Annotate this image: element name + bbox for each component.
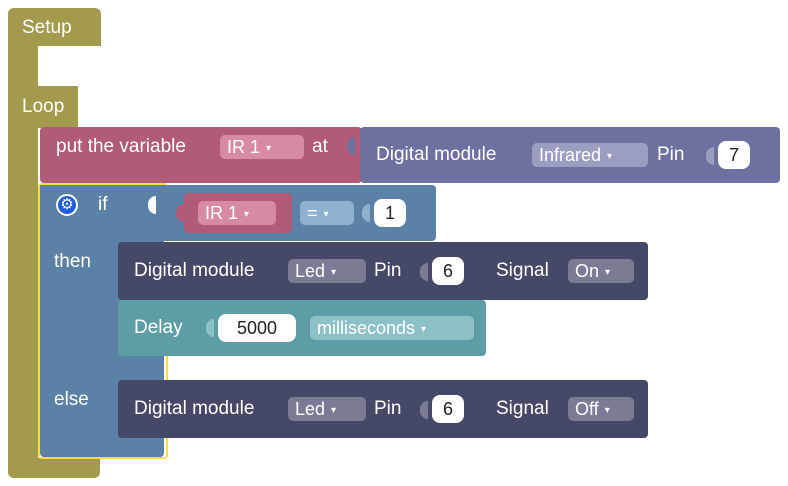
if-label: if xyxy=(98,194,108,215)
else-pin-label: Pin xyxy=(374,398,402,419)
then-pin-field[interactable]: 6 xyxy=(432,257,464,285)
set-variable-block[interactable]: put the variable IR 1 ▾ at xyxy=(40,127,362,183)
value-connector xyxy=(347,137,355,155)
digital-read-pin-label: Pin xyxy=(657,144,685,165)
condition-variable-dropdown[interactable]: IR 1 ▾ xyxy=(198,201,276,225)
delay-unit-dropdown[interactable]: milliseconds ▾ xyxy=(310,316,474,340)
then-module-value: Led xyxy=(295,261,326,281)
chevron-down-icon: ▾ xyxy=(604,405,610,416)
else-write-label: Digital module xyxy=(134,398,255,419)
delay-unit-value: milliseconds xyxy=(317,318,416,338)
loop-footer xyxy=(8,458,100,478)
then-digital-write-block[interactable]: Digital module Led ▾ Pin 6 Signal On ▾ xyxy=(118,242,648,300)
gear-icon: ⚙ xyxy=(60,196,74,213)
else-pin-field[interactable]: 6 xyxy=(432,395,464,423)
setup-left-arm xyxy=(8,8,38,478)
delay-block[interactable]: Delay 5000 milliseconds ▾ xyxy=(118,300,486,356)
variable-get-block[interactable]: IR 1 ▾ xyxy=(184,193,292,233)
set-variable-dropdown-value: IR 1 xyxy=(227,137,261,157)
set-variable-prefix: put the variable xyxy=(56,136,186,157)
chevron-down-icon: ▾ xyxy=(244,209,250,220)
digital-read-module-dropdown[interactable]: Infrared ▾ xyxy=(532,143,648,167)
compare-right-connector xyxy=(362,204,370,222)
set-variable-dropdown[interactable]: IR 1 ▾ xyxy=(220,135,304,159)
then-module-dropdown[interactable]: Led ▾ xyxy=(288,259,366,283)
then-pin-label: Pin xyxy=(374,260,402,281)
else-signal-label: Signal xyxy=(496,398,549,419)
operator-dropdown[interactable]: = ▾ xyxy=(300,201,354,225)
then-signal-label: Signal xyxy=(496,260,549,281)
gear-button[interactable]: ⚙ xyxy=(56,194,78,216)
chevron-down-icon: ▾ xyxy=(421,324,427,335)
compare-left-connector xyxy=(176,204,184,222)
loop-header xyxy=(8,86,78,128)
digital-read-pin-field[interactable]: 7 xyxy=(718,141,750,169)
else-module-dropdown[interactable]: Led ▾ xyxy=(288,397,366,421)
set-variable-suffix: at xyxy=(312,136,328,157)
setup-notch xyxy=(38,46,102,88)
else-module-value: Led xyxy=(295,399,326,419)
operator-value: = xyxy=(307,203,318,223)
setup-label: Setup xyxy=(22,17,72,38)
digital-read-block[interactable]: Digital module Infrared ▾ Pin 7 xyxy=(360,127,780,183)
digital-read-label: Digital module xyxy=(376,144,497,165)
else-digital-write-block[interactable]: Digital module Led ▾ Pin 6 Signal Off ▾ xyxy=(118,380,648,438)
pin-connector xyxy=(706,147,714,165)
then-signal-dropdown[interactable]: On ▾ xyxy=(568,259,634,283)
condition-connector xyxy=(148,196,156,214)
chevron-down-icon: ▾ xyxy=(323,209,329,220)
else-signal-dropdown[interactable]: Off ▾ xyxy=(568,397,634,421)
else-label: else xyxy=(54,389,89,410)
delay-label: Delay xyxy=(134,317,183,338)
delay-value-field[interactable]: 5000 xyxy=(218,314,296,342)
chevron-down-icon: ▾ xyxy=(266,143,272,154)
then-pin-connector xyxy=(420,263,428,281)
then-signal-value: On xyxy=(575,261,600,281)
else-signal-value: Off xyxy=(575,399,599,419)
chevron-down-icon: ▾ xyxy=(331,405,337,416)
chevron-down-icon: ▾ xyxy=(607,151,613,162)
chevron-down-icon: ▾ xyxy=(605,267,611,278)
else-pin-connector xyxy=(420,401,428,419)
digital-read-module-value: Infrared xyxy=(539,145,602,165)
compare-block[interactable]: IR 1 ▾ = ▾ 1 xyxy=(162,187,432,239)
loop-label: Loop xyxy=(22,96,65,117)
then-write-label: Digital module xyxy=(134,260,255,281)
delay-value-connector xyxy=(206,319,214,337)
condition-variable-value: IR 1 xyxy=(205,203,239,223)
then-label: then xyxy=(54,251,91,272)
condition-value-field[interactable]: 1 xyxy=(374,199,406,227)
chevron-down-icon: ▾ xyxy=(331,267,337,278)
